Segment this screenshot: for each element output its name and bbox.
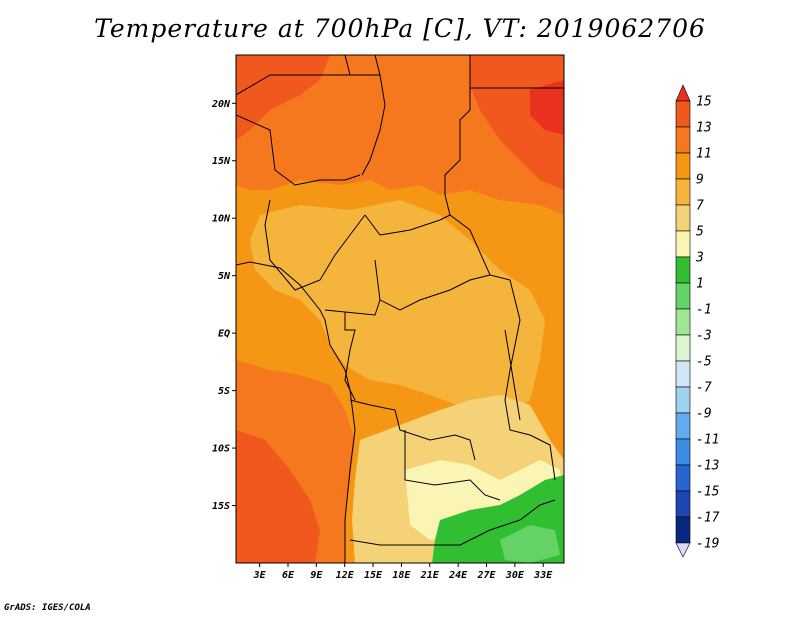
colorbar-swatch xyxy=(675,256,691,284)
colorbar-label: -5 xyxy=(696,355,712,370)
colorbar-label: -11 xyxy=(696,433,719,448)
border-zambia-zimbabwe xyxy=(459,499,556,546)
lat-label: 10N xyxy=(212,214,231,225)
colorbar-swatch xyxy=(675,516,691,544)
colorbar-bottom-arrow xyxy=(675,542,691,558)
border-coastline-west xyxy=(236,261,356,563)
temperature-field xyxy=(236,55,564,563)
colorbar-label: 3 xyxy=(695,251,704,266)
lon-label: 33E xyxy=(533,570,553,581)
border-chad-car xyxy=(364,214,451,236)
field-band-minus1c-patch xyxy=(500,525,560,563)
colorbar-swatch xyxy=(675,152,691,180)
lon-label: 18E xyxy=(392,570,411,581)
colorbar-swatch xyxy=(675,308,691,336)
colorbar: 15 13 11 9 7 5 3 1 -1 -3 -5 -7 -9 -11 -13 -15 -17 -19 xyxy=(675,84,720,558)
lat-label: 20N xyxy=(211,99,231,110)
lon-label: 9E xyxy=(310,570,323,581)
border-east-africa xyxy=(504,279,556,481)
colorbar-top-arrow xyxy=(675,84,691,102)
border-chad-sudan xyxy=(444,55,511,281)
border-congo xyxy=(344,312,356,401)
lon-label: 15E xyxy=(364,570,383,581)
colorbar-swatch xyxy=(675,100,691,128)
border-nigeria-cameroon xyxy=(264,199,366,291)
field-band-13c-southwest xyxy=(236,430,320,563)
colorbar-label: 13 xyxy=(696,121,712,136)
border-angola-zambia xyxy=(404,430,501,501)
colorbar-swatch xyxy=(675,204,691,232)
border-angola-namibia xyxy=(349,539,460,546)
colorbar-label: 5 xyxy=(696,225,704,240)
lon-label: 24E xyxy=(448,570,468,581)
border-niger-chad xyxy=(236,74,386,176)
field-band-7c-central xyxy=(250,200,545,420)
colorbar-label: -3 xyxy=(696,329,712,344)
lat-label: 5N xyxy=(218,271,231,282)
lat-label: 5S xyxy=(218,386,230,397)
colorbar-swatch xyxy=(675,230,691,258)
colorbar-label: -7 xyxy=(696,381,712,396)
colorbar-label: 1 xyxy=(696,277,704,292)
colorbar-label: -17 xyxy=(696,511,720,526)
colorbar-label: 7 xyxy=(696,199,704,214)
colorbar-swatch xyxy=(675,412,691,440)
border-great-lakes xyxy=(504,329,521,421)
colorbar-swatch xyxy=(675,178,691,206)
colorbar-swatch xyxy=(675,334,691,362)
border-drc-west xyxy=(349,399,476,461)
colorbar-label: -15 xyxy=(696,485,720,500)
map-frame xyxy=(235,54,565,564)
lat-label: EQ xyxy=(218,329,230,340)
lon-label: 21E xyxy=(420,570,440,581)
field-band-15c-core xyxy=(530,80,564,135)
colorbar-swatch xyxy=(675,126,691,154)
border-nigeria-north xyxy=(236,114,361,186)
colorbar-label: -19 xyxy=(696,537,719,552)
lon-label: 12E xyxy=(336,570,355,581)
map-title: Temperature at 700hPa [C], VT: 201906270… xyxy=(94,14,706,43)
field-band-13c-northwest xyxy=(236,55,330,140)
country-borders xyxy=(236,55,564,563)
colorbar-label: 15 xyxy=(696,95,712,110)
colorbar-label: -9 xyxy=(696,407,712,422)
colorbar-swatch xyxy=(675,360,691,388)
lon-label: 27E xyxy=(476,570,496,581)
lon-label: 6E xyxy=(282,570,295,581)
lon-label: 30E xyxy=(505,570,525,581)
colorbar-swatch xyxy=(675,282,691,310)
colorbar-label: 11 xyxy=(696,147,712,162)
longitude-axis: 3E 6E 9E 12E 15E 18E 21E 24E 27E 30E 33E xyxy=(253,563,553,581)
colorbar-label: -1 xyxy=(696,303,712,318)
colorbar-swatch xyxy=(675,490,691,518)
colorbar-swatch xyxy=(675,464,691,492)
border-cameroon-south xyxy=(324,299,381,316)
latitude-axis: 20N 15N 10N 5N EQ 5S 10S 15S xyxy=(211,99,236,512)
lat-label: 15S xyxy=(212,501,230,512)
credit-label: GrADS: IGES/COLA xyxy=(4,603,91,613)
lat-label: 15N xyxy=(212,156,231,167)
lon-label: 3E xyxy=(253,570,267,581)
lat-label: 10S xyxy=(212,444,230,455)
colorbar-label: -13 xyxy=(696,459,719,474)
colorbar-swatch xyxy=(675,438,691,466)
colorbar-swatch xyxy=(675,386,691,414)
colorbar-label: 9 xyxy=(696,173,704,188)
